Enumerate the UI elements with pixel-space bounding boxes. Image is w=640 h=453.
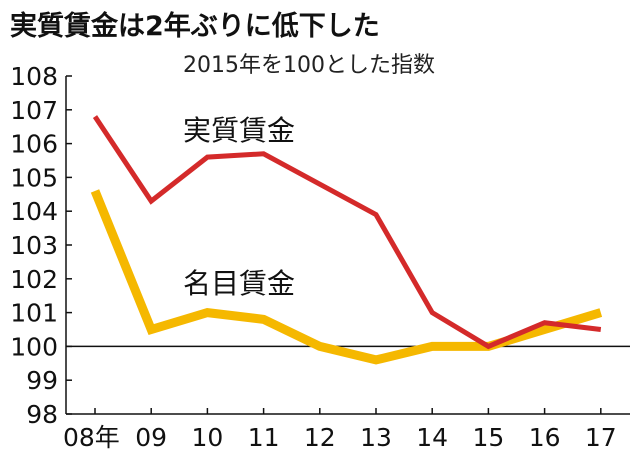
x-tick-label: 12: [304, 423, 336, 452]
x-tick-label: 15: [472, 423, 504, 452]
series-line-nominal-wages: [90, 189, 603, 365]
series-lines: [90, 115, 603, 365]
y-tick-label: 106: [10, 130, 58, 159]
y-tick-label: 103: [10, 231, 58, 260]
x-tick-label: 13: [360, 423, 392, 452]
x-tick-label: 09: [135, 423, 167, 452]
x-tick-label: 17: [585, 423, 617, 452]
y-tick-label: 98: [26, 400, 58, 429]
x-tick-label: 08年: [63, 423, 120, 452]
y-tick-label: 101: [10, 299, 58, 328]
x-tick-label: 10: [191, 423, 223, 452]
y-tick-label: 104: [10, 197, 58, 226]
x-tick-labels: 08年 09 10 11 12 13 14 15 16 17: [63, 408, 617, 452]
x-tick-label: 11: [248, 423, 280, 452]
x-tick-label: 14: [416, 423, 448, 452]
series-label-nominal-wages: 名目賃金: [183, 267, 295, 300]
y-tick-label: 107: [10, 96, 58, 125]
chart-subtitle: 2015年を100とした指数: [183, 53, 435, 78]
x-tick-label: 16: [529, 423, 561, 452]
y-tick-label: 99: [26, 366, 58, 395]
y-tick-label: 105: [10, 163, 58, 192]
series-label-real-wages: 実質賃金: [183, 114, 295, 147]
chart-title: 実質賃金は2年ぶりに低下した: [10, 10, 380, 42]
y-tick-label: 100: [10, 332, 58, 361]
y-tick-label: 108: [10, 62, 58, 91]
y-tick-labels: 108 107 106 105 104 103 102 101 100 99 98: [10, 62, 72, 429]
series-line-real-wages: [92, 115, 602, 350]
y-tick-label: 102: [10, 265, 58, 294]
